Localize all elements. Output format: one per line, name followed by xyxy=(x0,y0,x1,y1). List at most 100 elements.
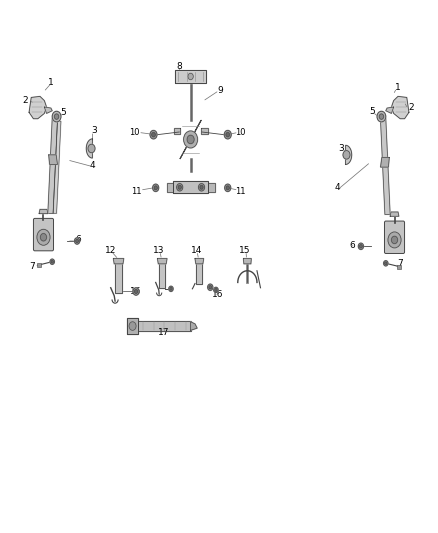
Circle shape xyxy=(379,114,384,119)
Circle shape xyxy=(184,131,198,148)
Text: 1: 1 xyxy=(395,83,401,92)
Circle shape xyxy=(129,322,136,330)
Text: 3: 3 xyxy=(92,126,97,135)
Polygon shape xyxy=(392,96,409,119)
Circle shape xyxy=(134,289,138,293)
Polygon shape xyxy=(386,107,394,114)
Polygon shape xyxy=(346,146,352,165)
Text: 13: 13 xyxy=(153,246,165,255)
Circle shape xyxy=(358,243,364,249)
Circle shape xyxy=(133,288,139,295)
Circle shape xyxy=(200,185,203,189)
Polygon shape xyxy=(175,70,206,83)
Circle shape xyxy=(385,262,387,265)
Circle shape xyxy=(224,131,231,139)
Polygon shape xyxy=(48,119,57,213)
Circle shape xyxy=(226,186,229,190)
Polygon shape xyxy=(115,259,122,293)
Polygon shape xyxy=(166,183,173,191)
Text: 14: 14 xyxy=(191,246,202,255)
Text: 7: 7 xyxy=(397,260,403,268)
Text: 16: 16 xyxy=(212,290,224,299)
Circle shape xyxy=(377,111,386,122)
Text: 15: 15 xyxy=(240,246,251,255)
Text: 8: 8 xyxy=(176,62,182,71)
Polygon shape xyxy=(381,119,390,214)
Polygon shape xyxy=(159,259,165,288)
Polygon shape xyxy=(180,120,201,159)
Polygon shape xyxy=(201,128,208,134)
Text: 5: 5 xyxy=(369,107,374,116)
Circle shape xyxy=(169,286,173,292)
Circle shape xyxy=(40,233,46,241)
Circle shape xyxy=(52,111,61,122)
Polygon shape xyxy=(138,321,191,332)
Text: 4: 4 xyxy=(334,183,340,192)
Circle shape xyxy=(152,133,155,137)
Polygon shape xyxy=(173,128,180,134)
Polygon shape xyxy=(390,212,399,216)
Polygon shape xyxy=(173,181,208,193)
Polygon shape xyxy=(195,259,204,264)
Text: 7: 7 xyxy=(29,262,35,271)
Text: 17: 17 xyxy=(158,328,170,337)
Polygon shape xyxy=(208,183,215,191)
Circle shape xyxy=(360,245,362,248)
Text: 12: 12 xyxy=(105,246,117,255)
Text: 10: 10 xyxy=(236,128,246,137)
Text: 4: 4 xyxy=(89,161,95,170)
Polygon shape xyxy=(244,259,251,264)
Polygon shape xyxy=(29,96,46,119)
Circle shape xyxy=(76,239,78,243)
Text: 11: 11 xyxy=(236,187,246,196)
Circle shape xyxy=(226,133,230,137)
Circle shape xyxy=(388,232,401,248)
Circle shape xyxy=(343,151,350,159)
Text: 2: 2 xyxy=(408,102,414,111)
Polygon shape xyxy=(381,158,389,167)
Polygon shape xyxy=(53,120,61,213)
Circle shape xyxy=(208,284,213,290)
Polygon shape xyxy=(196,259,202,284)
Polygon shape xyxy=(113,259,124,264)
Circle shape xyxy=(225,184,231,191)
Text: 3: 3 xyxy=(339,144,344,153)
Text: 6: 6 xyxy=(349,241,355,250)
Circle shape xyxy=(74,238,80,244)
Circle shape xyxy=(150,131,157,139)
Circle shape xyxy=(392,236,398,244)
Circle shape xyxy=(384,261,388,266)
Text: 11: 11 xyxy=(131,187,141,196)
Text: 2: 2 xyxy=(22,96,28,105)
Polygon shape xyxy=(127,318,138,334)
Circle shape xyxy=(88,144,95,153)
Polygon shape xyxy=(39,209,48,214)
Polygon shape xyxy=(157,259,167,264)
FancyBboxPatch shape xyxy=(33,219,53,251)
Circle shape xyxy=(54,114,59,119)
Circle shape xyxy=(198,183,205,191)
Circle shape xyxy=(188,73,193,79)
Circle shape xyxy=(170,287,172,290)
Circle shape xyxy=(178,185,181,189)
Text: 6: 6 xyxy=(75,236,81,245)
Text: 1: 1 xyxy=(48,77,54,86)
Circle shape xyxy=(50,259,54,264)
Text: 5: 5 xyxy=(61,108,67,117)
Polygon shape xyxy=(86,139,92,158)
Circle shape xyxy=(152,184,159,191)
Circle shape xyxy=(37,229,50,245)
Polygon shape xyxy=(49,155,57,165)
FancyBboxPatch shape xyxy=(385,221,405,254)
Circle shape xyxy=(215,288,217,291)
Circle shape xyxy=(154,186,157,190)
Circle shape xyxy=(209,286,212,289)
Text: 16: 16 xyxy=(130,287,142,296)
Text: 10: 10 xyxy=(129,128,139,137)
Polygon shape xyxy=(44,107,52,114)
Circle shape xyxy=(51,261,53,263)
Circle shape xyxy=(187,135,194,144)
Polygon shape xyxy=(191,322,197,330)
Circle shape xyxy=(214,287,218,293)
Text: 9: 9 xyxy=(217,85,223,94)
